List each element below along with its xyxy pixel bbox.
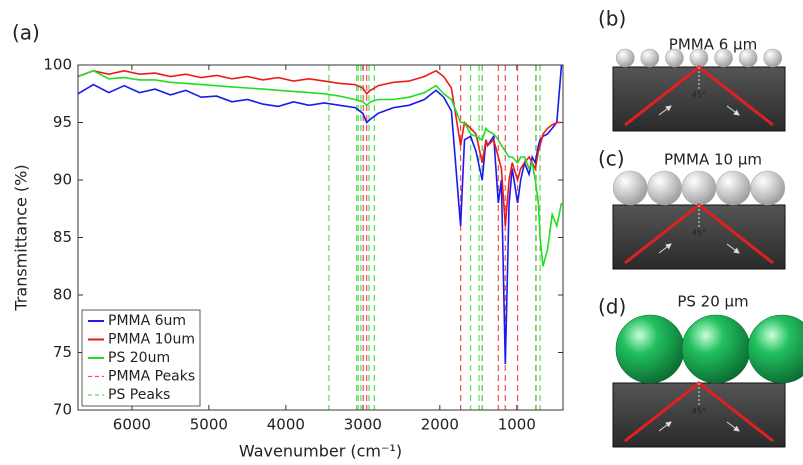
- angle-label: 45°: [692, 91, 706, 100]
- series-line: [77, 69, 563, 267]
- y-axis-label: Transmittance (%): [12, 164, 31, 311]
- legend-label: PMMA Peaks: [108, 369, 195, 385]
- sphere: [647, 170, 682, 206]
- y-tick-label: 75: [53, 343, 72, 361]
- panel: (c) PMMA 10 µm 45°: [598, 147, 786, 270]
- legend-label: PMMA 6um: [108, 313, 186, 329]
- x-tick-label: 1000: [498, 416, 536, 434]
- x-tick-label: 2000: [421, 416, 459, 434]
- substrate: [612, 382, 786, 448]
- x-tick-label: 4000: [267, 416, 305, 434]
- arrow: [658, 243, 672, 254]
- panel-title: PMMA 6 µm: [669, 36, 757, 54]
- plot-area: 70 75 80 85 90 95 100 6000 5000 4000 3000 2000 1000 (…: [12, 21, 564, 461]
- series-line: [77, 69, 562, 227]
- y-tick-label: 80: [53, 286, 72, 304]
- sphere: [738, 48, 758, 68]
- substrate: [612, 66, 786, 132]
- panel-title: PS 20 µm: [677, 293, 748, 311]
- panel-label: (a): [12, 21, 40, 45]
- x-tick-label: 5000: [190, 416, 228, 434]
- angle-label: 45°: [692, 407, 706, 416]
- x-axis-label: Wavenumber (cm⁻¹): [239, 442, 402, 461]
- angle-label: 45°: [692, 229, 706, 238]
- x-tick-label: 6000: [113, 416, 151, 434]
- panel-label: (c): [598, 147, 625, 171]
- sphere: [681, 314, 751, 384]
- legend-label: PMMA 10um: [108, 332, 195, 348]
- sphere: [714, 48, 733, 68]
- sphere: [615, 314, 685, 384]
- arrow: [658, 105, 672, 116]
- plot-frame: [77, 64, 564, 411]
- sphere: [747, 314, 803, 384]
- sphere: [640, 48, 660, 68]
- legend-label: PS Peaks: [108, 387, 170, 403]
- panel-title: PMMA 10 µm: [664, 151, 762, 169]
- panel-label: (b): [598, 7, 626, 31]
- sphere: [763, 48, 783, 68]
- arrow: [726, 243, 740, 254]
- y-tick-label: 100: [43, 56, 72, 74]
- y-tick-label: 70: [53, 401, 72, 419]
- legend-label: PS 20um: [108, 350, 170, 366]
- y-tick-label: 85: [53, 228, 72, 246]
- legend: PMMA 6um PMMA 10um PS 20um PMMA Peaks PS Pea…: [81, 309, 201, 407]
- panel: (d) PS 20 µm 45°: [598, 293, 803, 448]
- panel: (b) PMMA 6 µm 45°: [598, 7, 786, 132]
- diagrams: (b) PMMA 6 µm 45° (c) PMMA 10 µm 45° (d) PS 20 …: [598, 7, 803, 448]
- x-tick-label: 3000: [344, 416, 382, 434]
- sphere: [716, 170, 751, 206]
- sphere: [665, 48, 684, 68]
- substrate: [612, 204, 786, 270]
- sphere: [681, 170, 717, 206]
- arrow: [726, 105, 740, 116]
- arrow: [658, 421, 672, 432]
- y-tick-label: 90: [53, 171, 72, 189]
- sphere: [612, 170, 648, 206]
- sphere: [750, 170, 786, 206]
- sphere: [615, 48, 635, 68]
- sphere: [689, 48, 709, 68]
- y-tick-label: 95: [53, 113, 72, 131]
- panel-label: (d): [598, 295, 626, 319]
- arrow: [726, 421, 740, 432]
- series-line: [77, 64, 563, 365]
